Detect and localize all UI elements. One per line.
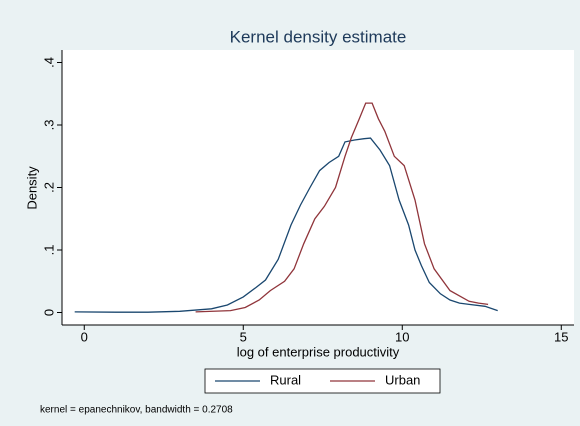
density-line <box>195 102 489 313</box>
legend-label: Rural <box>270 372 301 387</box>
y-tick-label: .4 <box>41 57 56 68</box>
y-tick-label: .1 <box>41 245 56 256</box>
chart-title: Kernel density estimate <box>230 27 407 46</box>
y-tick-label: .2 <box>41 182 56 193</box>
x-tick-label: 10 <box>395 329 409 344</box>
x-tick-label: 15 <box>554 329 568 344</box>
y-tick-label: .3 <box>41 120 56 131</box>
plot-area <box>62 50 574 325</box>
x-tick-label: 0 <box>81 329 88 344</box>
x-axis-label: log of enterprise productivity <box>237 344 400 359</box>
density-line <box>74 137 498 313</box>
y-tick-label: 0 <box>41 309 56 316</box>
x-tick-label: 5 <box>240 329 247 344</box>
legend-label: Urban <box>385 372 420 387</box>
y-axis-label: Density <box>24 166 39 210</box>
note: kernel = epanechnikov, bandwidth = 0.270… <box>40 405 233 416</box>
